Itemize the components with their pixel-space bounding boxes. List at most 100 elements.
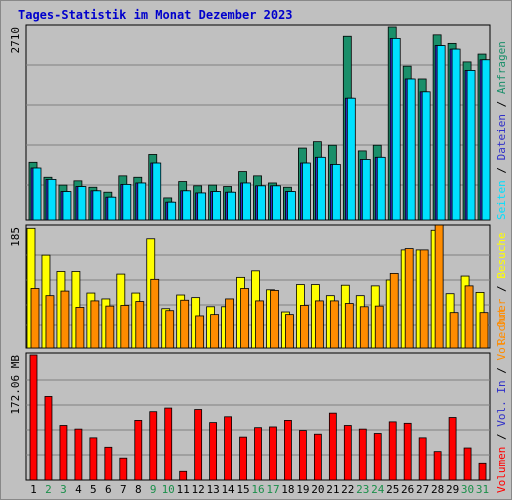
x-tick-label-day-27: 27	[416, 483, 429, 496]
bar-seiten-day-9	[152, 162, 162, 221]
bar-volumen-day-1	[29, 354, 38, 481]
bar-rechner-day-20	[314, 300, 324, 349]
bar-seiten-day-11	[182, 190, 192, 221]
bar-volumen-day-21	[328, 412, 337, 481]
x-tick-label-day-26: 26	[401, 483, 414, 496]
bar-rechner-day-28	[434, 224, 444, 349]
bar-rechner-day-27	[419, 249, 429, 349]
bar-seiten-day-23	[361, 159, 371, 221]
bar-volumen-day-13	[209, 422, 218, 481]
bar-rechner-day-30	[464, 285, 474, 349]
bar-seiten-day-30	[466, 70, 476, 221]
x-tick-label-day-31: 31	[476, 483, 489, 496]
bar-seiten-day-2	[47, 179, 57, 221]
x-tick-label-day-23: 23	[356, 483, 369, 496]
x-tick-label-day-2: 2	[45, 483, 52, 496]
bar-rechner-day-12	[195, 315, 205, 349]
x-tick-label-day-22: 22	[341, 483, 354, 496]
bar-volumen-day-26	[403, 422, 412, 481]
bar-seiten-day-25	[391, 37, 401, 221]
x-tick-label-day-11: 11	[177, 483, 190, 496]
bar-volumen-day-15	[239, 436, 247, 481]
x-tick-label-day-5: 5	[90, 483, 97, 496]
bar-volumen-day-17	[269, 426, 277, 481]
bar-volumen-day-18	[284, 420, 292, 481]
bar-seiten-day-13	[212, 191, 222, 221]
x-tick-label-day-7: 7	[120, 483, 127, 496]
bar-rechner-day-10	[165, 310, 175, 349]
x-tick-label-day-17: 17	[266, 483, 279, 496]
bar-rechner-day-5	[90, 300, 100, 349]
bar-rechner-day-3	[60, 290, 70, 349]
x-tick-label-day-30: 30	[461, 483, 474, 496]
bar-rechner-day-11	[180, 299, 190, 349]
bar-rechner-day-15	[240, 288, 249, 349]
bar-seiten-day-17	[272, 185, 281, 221]
bar-seiten-day-4	[77, 186, 87, 221]
bar-seiten-day-6	[107, 196, 117, 221]
bar-rechner-day-19	[300, 305, 309, 349]
x-tick-label-day-15: 15	[236, 483, 249, 496]
bar-volumen-day-25	[388, 421, 397, 481]
bar-volumen-day-19	[299, 430, 307, 481]
bar-rechner-day-16	[255, 300, 264, 349]
x-tick-label-day-4: 4	[75, 483, 82, 496]
x-tick-label-day-6: 6	[105, 483, 112, 496]
bar-volumen-day-6	[104, 446, 113, 481]
chart-title: Tages-Statistik im Monat Dezember 2023	[18, 8, 293, 22]
bar-seiten-day-3	[62, 191, 72, 221]
x-tick-label-day-16: 16	[251, 483, 264, 496]
x-tick-label-day-8: 8	[135, 483, 142, 496]
bar-rechner-day-17	[270, 290, 279, 349]
bar-seiten-day-10	[167, 201, 177, 221]
bar-rechner-day-18	[285, 314, 294, 349]
bar-seiten-day-20	[316, 156, 326, 221]
bar-rechner-day-31	[479, 312, 489, 349]
bar-volumen-day-31	[478, 462, 487, 481]
bar-volumen-day-30	[463, 447, 472, 481]
bar-volumen-day-8	[134, 420, 143, 481]
bar-seiten-day-14	[227, 191, 236, 221]
bar-volumen-day-14	[224, 416, 232, 481]
bar-rechner-day-21	[329, 300, 339, 349]
bar-rechner-day-2	[45, 295, 55, 349]
x-tick-label-day-20: 20	[311, 483, 324, 496]
bar-volumen-day-5	[89, 437, 98, 481]
bar-seiten-day-28	[436, 45, 446, 221]
bar-volumen-day-23	[358, 428, 367, 481]
bar-rechner-day-22	[344, 303, 354, 349]
x-tick-label-day-18: 18	[281, 483, 294, 496]
bar-volumen-day-16	[254, 427, 262, 481]
x-tick-label-day-9: 9	[150, 483, 157, 496]
bar-seiten-day-8	[137, 182, 147, 221]
x-tick-label-day-28: 28	[431, 483, 444, 496]
x-tick-label-day-24: 24	[371, 483, 385, 496]
bar-seiten-day-29	[451, 48, 461, 221]
bar-seiten-day-16	[257, 185, 266, 221]
bar-rechner-day-13	[210, 314, 220, 349]
bar-seiten-day-27	[421, 91, 431, 221]
x-tick-label-day-12: 12	[192, 483, 205, 496]
bar-seiten-day-1	[32, 167, 42, 221]
bar-rechner-day-8	[135, 301, 145, 349]
bar-seiten-day-5	[92, 190, 102, 221]
bar-volumen-day-22	[343, 425, 352, 481]
bar-volumen-day-4	[74, 428, 83, 481]
bar-volumen-day-2	[44, 396, 53, 481]
bar-seiten-day-24	[376, 156, 386, 221]
bar-seiten-day-26	[406, 78, 416, 221]
bar-volumen-day-27	[418, 437, 427, 481]
bar-volumen-day-3	[59, 425, 68, 481]
panel-middle-ymax-label: 185	[9, 227, 22, 247]
bar-rechner-day-26	[404, 248, 414, 349]
x-tick-label-day-19: 19	[296, 483, 309, 496]
x-tick-label-day-1: 1	[30, 483, 37, 496]
bar-rechner-day-24	[374, 305, 384, 349]
bar-rechner-day-23	[359, 306, 369, 349]
bar-rechner-day-25	[389, 273, 399, 349]
bar-volumen-day-7	[119, 457, 128, 481]
bar-seiten-day-18	[287, 191, 296, 221]
panel-top-ymax-label: 2710	[9, 27, 22, 54]
bar-seiten-day-15	[242, 182, 251, 221]
